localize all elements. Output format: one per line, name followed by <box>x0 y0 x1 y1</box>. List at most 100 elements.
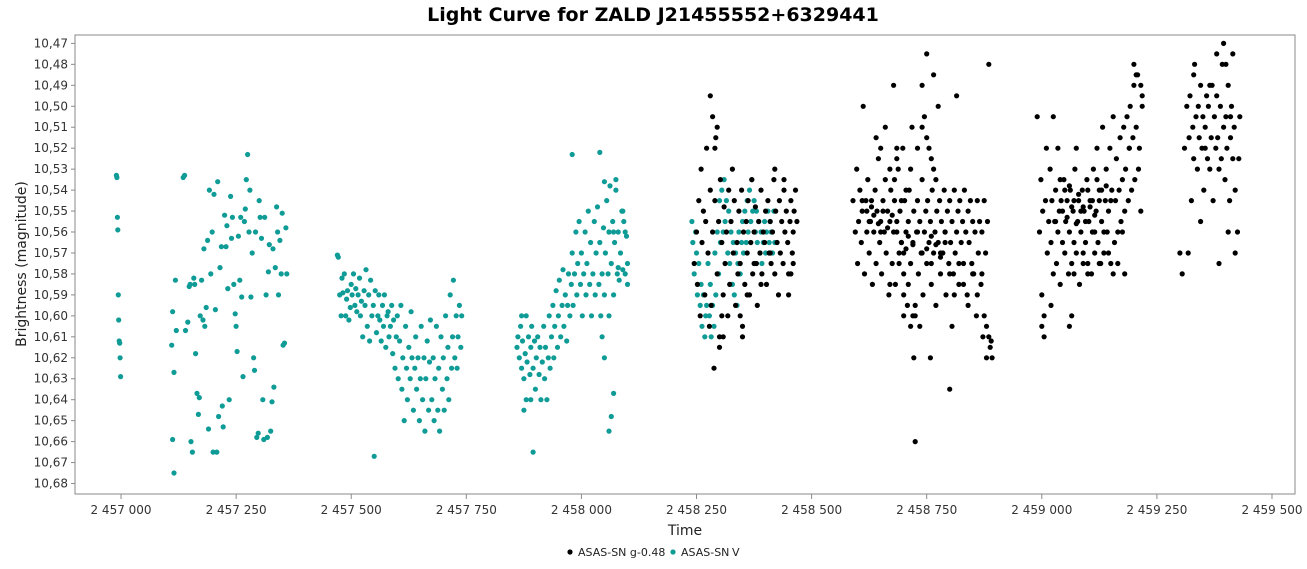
data-point <box>1055 145 1061 151</box>
data-point <box>1193 114 1199 120</box>
data-point <box>886 292 892 298</box>
data-point <box>1222 177 1228 183</box>
y-tick-label: 10,61 <box>34 330 68 344</box>
data-point <box>938 218 945 225</box>
data-point <box>1234 229 1241 235</box>
data-point <box>1132 177 1138 183</box>
data-point <box>1073 221 1079 227</box>
data-point <box>373 330 380 336</box>
data-point <box>416 418 422 424</box>
data-point <box>528 344 534 350</box>
data-point <box>226 397 232 403</box>
data-point <box>702 334 708 340</box>
data-point <box>740 250 747 256</box>
data-point <box>865 177 871 183</box>
data-point <box>733 302 739 308</box>
data-point <box>1204 93 1210 99</box>
data-point <box>422 428 428 434</box>
data-point <box>722 260 728 267</box>
data-point <box>233 323 239 329</box>
data-point <box>1223 114 1229 120</box>
data-point <box>413 334 419 340</box>
data-point <box>1214 93 1220 99</box>
data-point <box>721 177 727 183</box>
data-point <box>720 292 726 298</box>
data-point <box>439 386 445 392</box>
data-point <box>919 82 925 88</box>
data-point <box>726 187 732 193</box>
data-point <box>449 365 455 371</box>
data-point <box>1071 271 1077 277</box>
data-point <box>908 260 914 267</box>
data-point <box>951 292 957 298</box>
data-point <box>1227 114 1234 120</box>
data-point <box>575 260 581 267</box>
data-point <box>1109 187 1115 193</box>
data-point <box>723 229 730 235</box>
data-point <box>875 221 882 227</box>
data-point <box>361 288 367 294</box>
data-point <box>610 218 616 225</box>
data-point <box>444 376 450 382</box>
data-point <box>356 275 363 281</box>
data-point <box>983 355 990 361</box>
data-point <box>455 334 461 340</box>
data-point <box>773 208 779 214</box>
data-point <box>599 271 605 277</box>
data-point <box>1049 198 1055 204</box>
data-point <box>368 277 374 283</box>
data-point <box>788 198 794 204</box>
data-point <box>601 179 608 185</box>
data-point <box>967 198 974 204</box>
data-point <box>246 229 252 235</box>
data-point <box>706 313 713 319</box>
data-point <box>924 135 930 141</box>
data-point <box>914 198 921 204</box>
data-point <box>888 187 894 193</box>
data-point <box>891 198 898 204</box>
data-point <box>1227 198 1233 204</box>
data-point <box>981 198 987 204</box>
data-point <box>535 334 541 340</box>
data-point <box>928 281 934 287</box>
legend-label-v-band: V <box>732 546 740 559</box>
data-point <box>1119 177 1125 183</box>
data-point <box>458 344 464 350</box>
data-point <box>228 235 235 241</box>
data-point <box>744 292 750 298</box>
data-point <box>546 313 552 319</box>
data-point <box>1072 166 1078 172</box>
data-point <box>1186 135 1192 141</box>
data-point <box>249 250 255 256</box>
data-point <box>788 271 794 277</box>
data-point <box>1221 40 1227 47</box>
data-point <box>750 271 756 277</box>
data-point <box>942 229 948 235</box>
x-tick-label: 2 459 250 <box>1126 503 1187 517</box>
data-point <box>704 145 710 151</box>
data-point <box>392 365 398 371</box>
data-point <box>189 449 195 455</box>
data-point <box>366 292 372 298</box>
data-point <box>898 198 905 204</box>
data-point <box>375 313 381 319</box>
data-point <box>742 208 748 214</box>
data-point <box>352 302 358 308</box>
data-point <box>615 229 621 235</box>
data-point <box>530 365 536 371</box>
data-point <box>753 208 760 214</box>
data-point <box>901 292 907 298</box>
data-point <box>1225 82 1231 88</box>
data-point <box>926 145 932 151</box>
data-point <box>173 327 179 334</box>
data-point <box>118 374 124 380</box>
data-point <box>260 397 266 403</box>
data-point <box>1070 208 1076 214</box>
data-point <box>601 292 608 298</box>
plot-area <box>74 34 1296 495</box>
data-point <box>780 260 786 267</box>
data-point <box>370 302 376 308</box>
data-point <box>1039 292 1045 298</box>
data-point <box>1105 250 1112 256</box>
data-point <box>624 281 631 287</box>
